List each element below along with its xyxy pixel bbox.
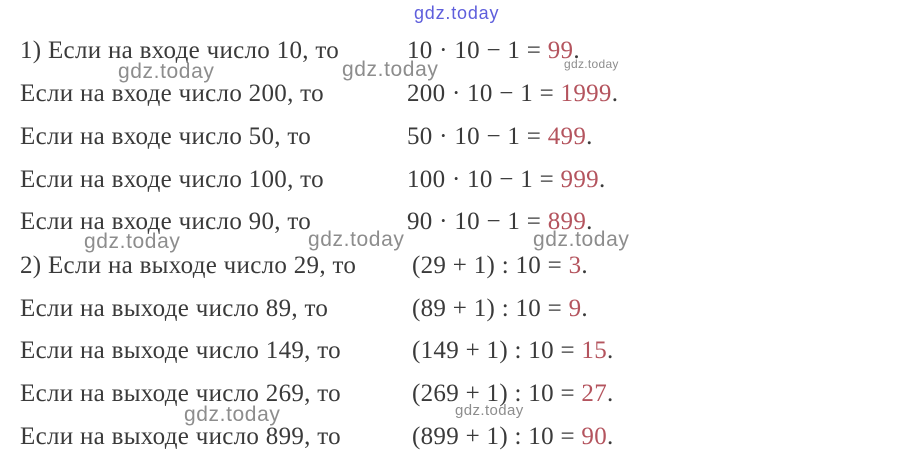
equation-text: (269 + 1) : 10 = 27. bbox=[412, 380, 614, 408]
equation-text: (29 + 1) : 10 = 3. bbox=[412, 252, 588, 280]
watermark-gray: gdz.today bbox=[564, 57, 619, 71]
equation-text: (149 + 1) : 10 = 15. bbox=[412, 337, 614, 365]
equation-expression: (269 + 1) : 10 = bbox=[412, 380, 582, 407]
solution-line: 2) Если на выходе число 29, то (29 + 1) … bbox=[0, 252, 915, 286]
equation-answer: 90 bbox=[581, 423, 608, 450]
equation-answer: 1999 bbox=[560, 80, 612, 107]
equation-text: (899 + 1) : 10 = 90. bbox=[412, 423, 614, 451]
condition-text: Если на выходе число 269, то bbox=[20, 380, 341, 407]
equation-answer: 499 bbox=[547, 123, 587, 150]
condition-text: 1) Если на входе число 10, то bbox=[20, 37, 340, 64]
equation-answer: 9 bbox=[568, 295, 582, 322]
equation-period: . bbox=[611, 80, 619, 107]
watermark-gray: gdz.today bbox=[184, 403, 281, 426]
equation-period: . bbox=[586, 208, 593, 235]
equation-period: . bbox=[586, 123, 593, 150]
equation-answer: 27 bbox=[581, 380, 608, 407]
equation-expression: 10 · 10 − 1 = bbox=[407, 37, 548, 64]
equation-text: 10 · 10 − 1 = 99. bbox=[407, 37, 580, 65]
solution-line: Если на выходе число 149, то (149 + 1) :… bbox=[0, 337, 915, 371]
solution-line: Если на входе число 200, то 200 · 10 − 1… bbox=[0, 80, 915, 114]
watermark-gray: gdz.today bbox=[455, 402, 524, 419]
equation-expression: 100 · 10 − 1 = bbox=[407, 166, 561, 193]
condition-text: Если на входе число 50, то bbox=[20, 123, 312, 150]
equation-expression: 50 · 10 − 1 = bbox=[407, 123, 548, 150]
condition-text: Если на входе число 100, то bbox=[20, 166, 324, 193]
equation-text: 90 · 10 − 1 = 899. bbox=[407, 208, 593, 236]
equation-period: . bbox=[607, 423, 614, 450]
equation-text: 100 · 10 − 1 = 999. bbox=[407, 166, 606, 194]
solution-line: Если на выходе число 269, то (269 + 1) :… bbox=[0, 380, 915, 414]
equation-expression: 90 · 10 − 1 = bbox=[407, 208, 548, 235]
equation-period: . bbox=[581, 295, 588, 322]
equation-period: . bbox=[607, 337, 614, 364]
equation-expression: (899 + 1) : 10 = bbox=[412, 423, 582, 450]
equation-text: (89 + 1) : 10 = 9. bbox=[412, 295, 588, 323]
condition-text: Если на выходе число 149, то bbox=[20, 337, 341, 364]
equation-answer: 3 bbox=[568, 252, 582, 279]
equation-text: 200 · 10 − 1 = 1999. bbox=[407, 80, 618, 108]
equation-answer: 999 bbox=[560, 166, 599, 193]
equation-text: 50 · 10 − 1 = 499. bbox=[407, 123, 593, 151]
solution-line: Если на выходе число 89, то (89 + 1) : 1… bbox=[0, 295, 915, 329]
equation-answer: 899 bbox=[547, 208, 587, 235]
solution-line: Если на входе число 90, то 90 · 10 − 1 =… bbox=[0, 208, 915, 242]
equation-period: . bbox=[598, 166, 606, 193]
watermark-gray: gdz.today bbox=[342, 58, 439, 81]
equation-answer: 15 bbox=[581, 337, 608, 364]
equation-answer: 99 bbox=[547, 37, 574, 64]
solution-line: Если на входе число 100, то 100 · 10 − 1… bbox=[0, 166, 915, 200]
equation-expression: (89 + 1) : 10 = bbox=[412, 295, 569, 322]
condition-text: Если на входе число 90, то bbox=[20, 208, 312, 235]
watermark-gray: gdz.today bbox=[84, 230, 181, 253]
equation-expression: 200 · 10 − 1 = bbox=[407, 80, 561, 107]
condition-text: Если на выходе число 899, то bbox=[20, 423, 341, 450]
condition-text: Если на выходе число 89, то bbox=[20, 295, 329, 322]
solution-line: 1) Если на входе число 10, то 10 · 10 − … bbox=[0, 37, 915, 71]
watermark-gray: gdz.today bbox=[533, 228, 630, 251]
watermark-gray: gdz.today bbox=[118, 60, 215, 83]
equation-period: . bbox=[573, 37, 580, 64]
equation-expression: (29 + 1) : 10 = bbox=[412, 252, 569, 279]
solution-line: Если на выходе число 899, то (899 + 1) :… bbox=[0, 423, 915, 457]
equation-expression: (149 + 1) : 10 = bbox=[412, 337, 582, 364]
condition-text: Если на входе число 200, то bbox=[20, 80, 324, 107]
equation-period: . bbox=[581, 252, 588, 279]
watermark-gray: gdz.today bbox=[308, 228, 405, 251]
watermark-blue: gdz.today bbox=[414, 3, 500, 23]
equation-period: . bbox=[607, 380, 614, 407]
condition-text: 2) Если на выходе число 29, то bbox=[20, 252, 357, 279]
solution-line: Если на входе число 50, то 50 · 10 − 1 =… bbox=[0, 123, 915, 157]
